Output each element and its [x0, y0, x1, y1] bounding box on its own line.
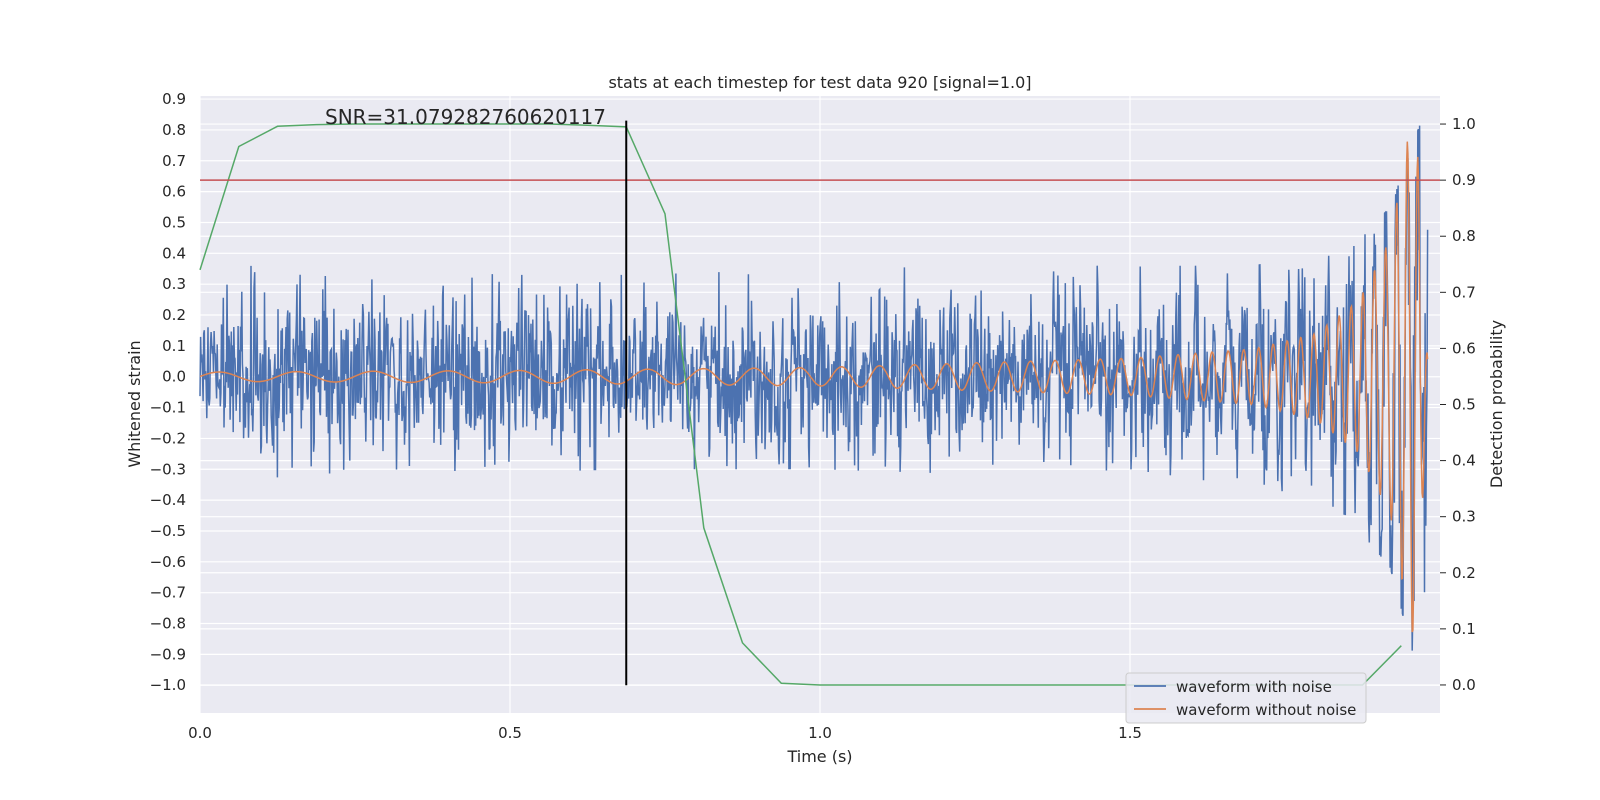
x-axis-ticks: 0.0 0.5 1.0 1.5 [188, 724, 1142, 742]
y-left-tick-label: −0.9 [150, 645, 186, 663]
x-tick-label: 0.5 [498, 724, 522, 742]
y-right-tick-label: 1.0 [1452, 115, 1476, 133]
y-left-tick-label: −0.4 [150, 491, 186, 509]
y-left-tick-label: −0.1 [150, 399, 186, 417]
y-right-tick-label: 0.8 [1452, 227, 1476, 245]
y-left-tick-label: 0.3 [162, 275, 186, 293]
y-left-tick-label: 0.2 [162, 306, 186, 324]
y-right-tick-label: 0.1 [1452, 620, 1476, 638]
left-y-axis-label: Whitened strain [125, 340, 144, 467]
y-left-tick-label: 0.4 [162, 244, 186, 262]
y-left-tick-label: −0.6 [150, 553, 186, 571]
y-right-tick-label: 0.7 [1452, 283, 1476, 301]
x-tick-label: 0.0 [188, 724, 212, 742]
y-left-tick-label: 0.1 [162, 337, 186, 355]
waveform-without-noise-line [199, 141, 1429, 633]
y-left-tick-label: −0.8 [150, 615, 186, 633]
grid-lines [199, 96, 1440, 713]
y-left-tick-label: −0.7 [150, 584, 186, 602]
x-tick-label: 1.5 [1118, 724, 1142, 742]
y-right-tick-label: 0.9 [1452, 171, 1476, 189]
y-left-tick-label: −1.0 [150, 676, 186, 694]
chart-title: stats at each timestep for test data 920… [608, 73, 1031, 92]
y-left-tick-label: 0.5 [162, 213, 186, 231]
right-y-axis-ticks: 1.0 0.9 0.8 0.7 0.6 0.5 0.4 0.3 0.2 0.1 0.0 [1440, 115, 1476, 694]
y-right-tick-label: 0.6 [1452, 339, 1476, 357]
y-left-tick-label: 0.0 [162, 368, 186, 386]
waveform-with-noise-line [199, 125, 1429, 651]
legend-box [1125, 672, 1367, 724]
series-layer [199, 120, 1440, 686]
y-left-tick-label: 0.6 [162, 183, 186, 201]
y-right-tick-label: 0.4 [1452, 452, 1476, 470]
y-left-tick-label: −0.5 [150, 522, 186, 540]
y-right-tick-label: 0.2 [1452, 564, 1476, 582]
y-right-tick-label: 0.0 [1452, 676, 1476, 694]
legend-label-clean: waveform without noise [1176, 701, 1356, 719]
y-left-tick-label: 0.9 [162, 90, 186, 108]
snr-annotation: SNR=31.079282760620117 [325, 105, 606, 129]
legend: waveform with noise waveform without noi… [1125, 672, 1367, 724]
x-tick-label: 1.0 [808, 724, 832, 742]
y-right-tick-label: 0.5 [1452, 396, 1476, 414]
y-left-tick-label: 0.8 [162, 121, 186, 139]
left-y-axis-ticks: 0.9 0.8 0.7 0.6 0.5 0.4 0.3 0.2 0.1 0.0 −0.1 −0.2 −0… [150, 90, 186, 694]
legend-label-noise: waveform with noise [1176, 678, 1332, 696]
x-axis-label: Time (s) [786, 747, 852, 766]
y-right-tick-label: 0.3 [1452, 508, 1476, 526]
y-left-tick-label: −0.3 [150, 460, 186, 478]
y-left-tick-label: −0.2 [150, 429, 186, 447]
y-left-tick-label: 0.7 [162, 152, 186, 170]
right-y-axis-label: Detection probability [1487, 320, 1506, 488]
